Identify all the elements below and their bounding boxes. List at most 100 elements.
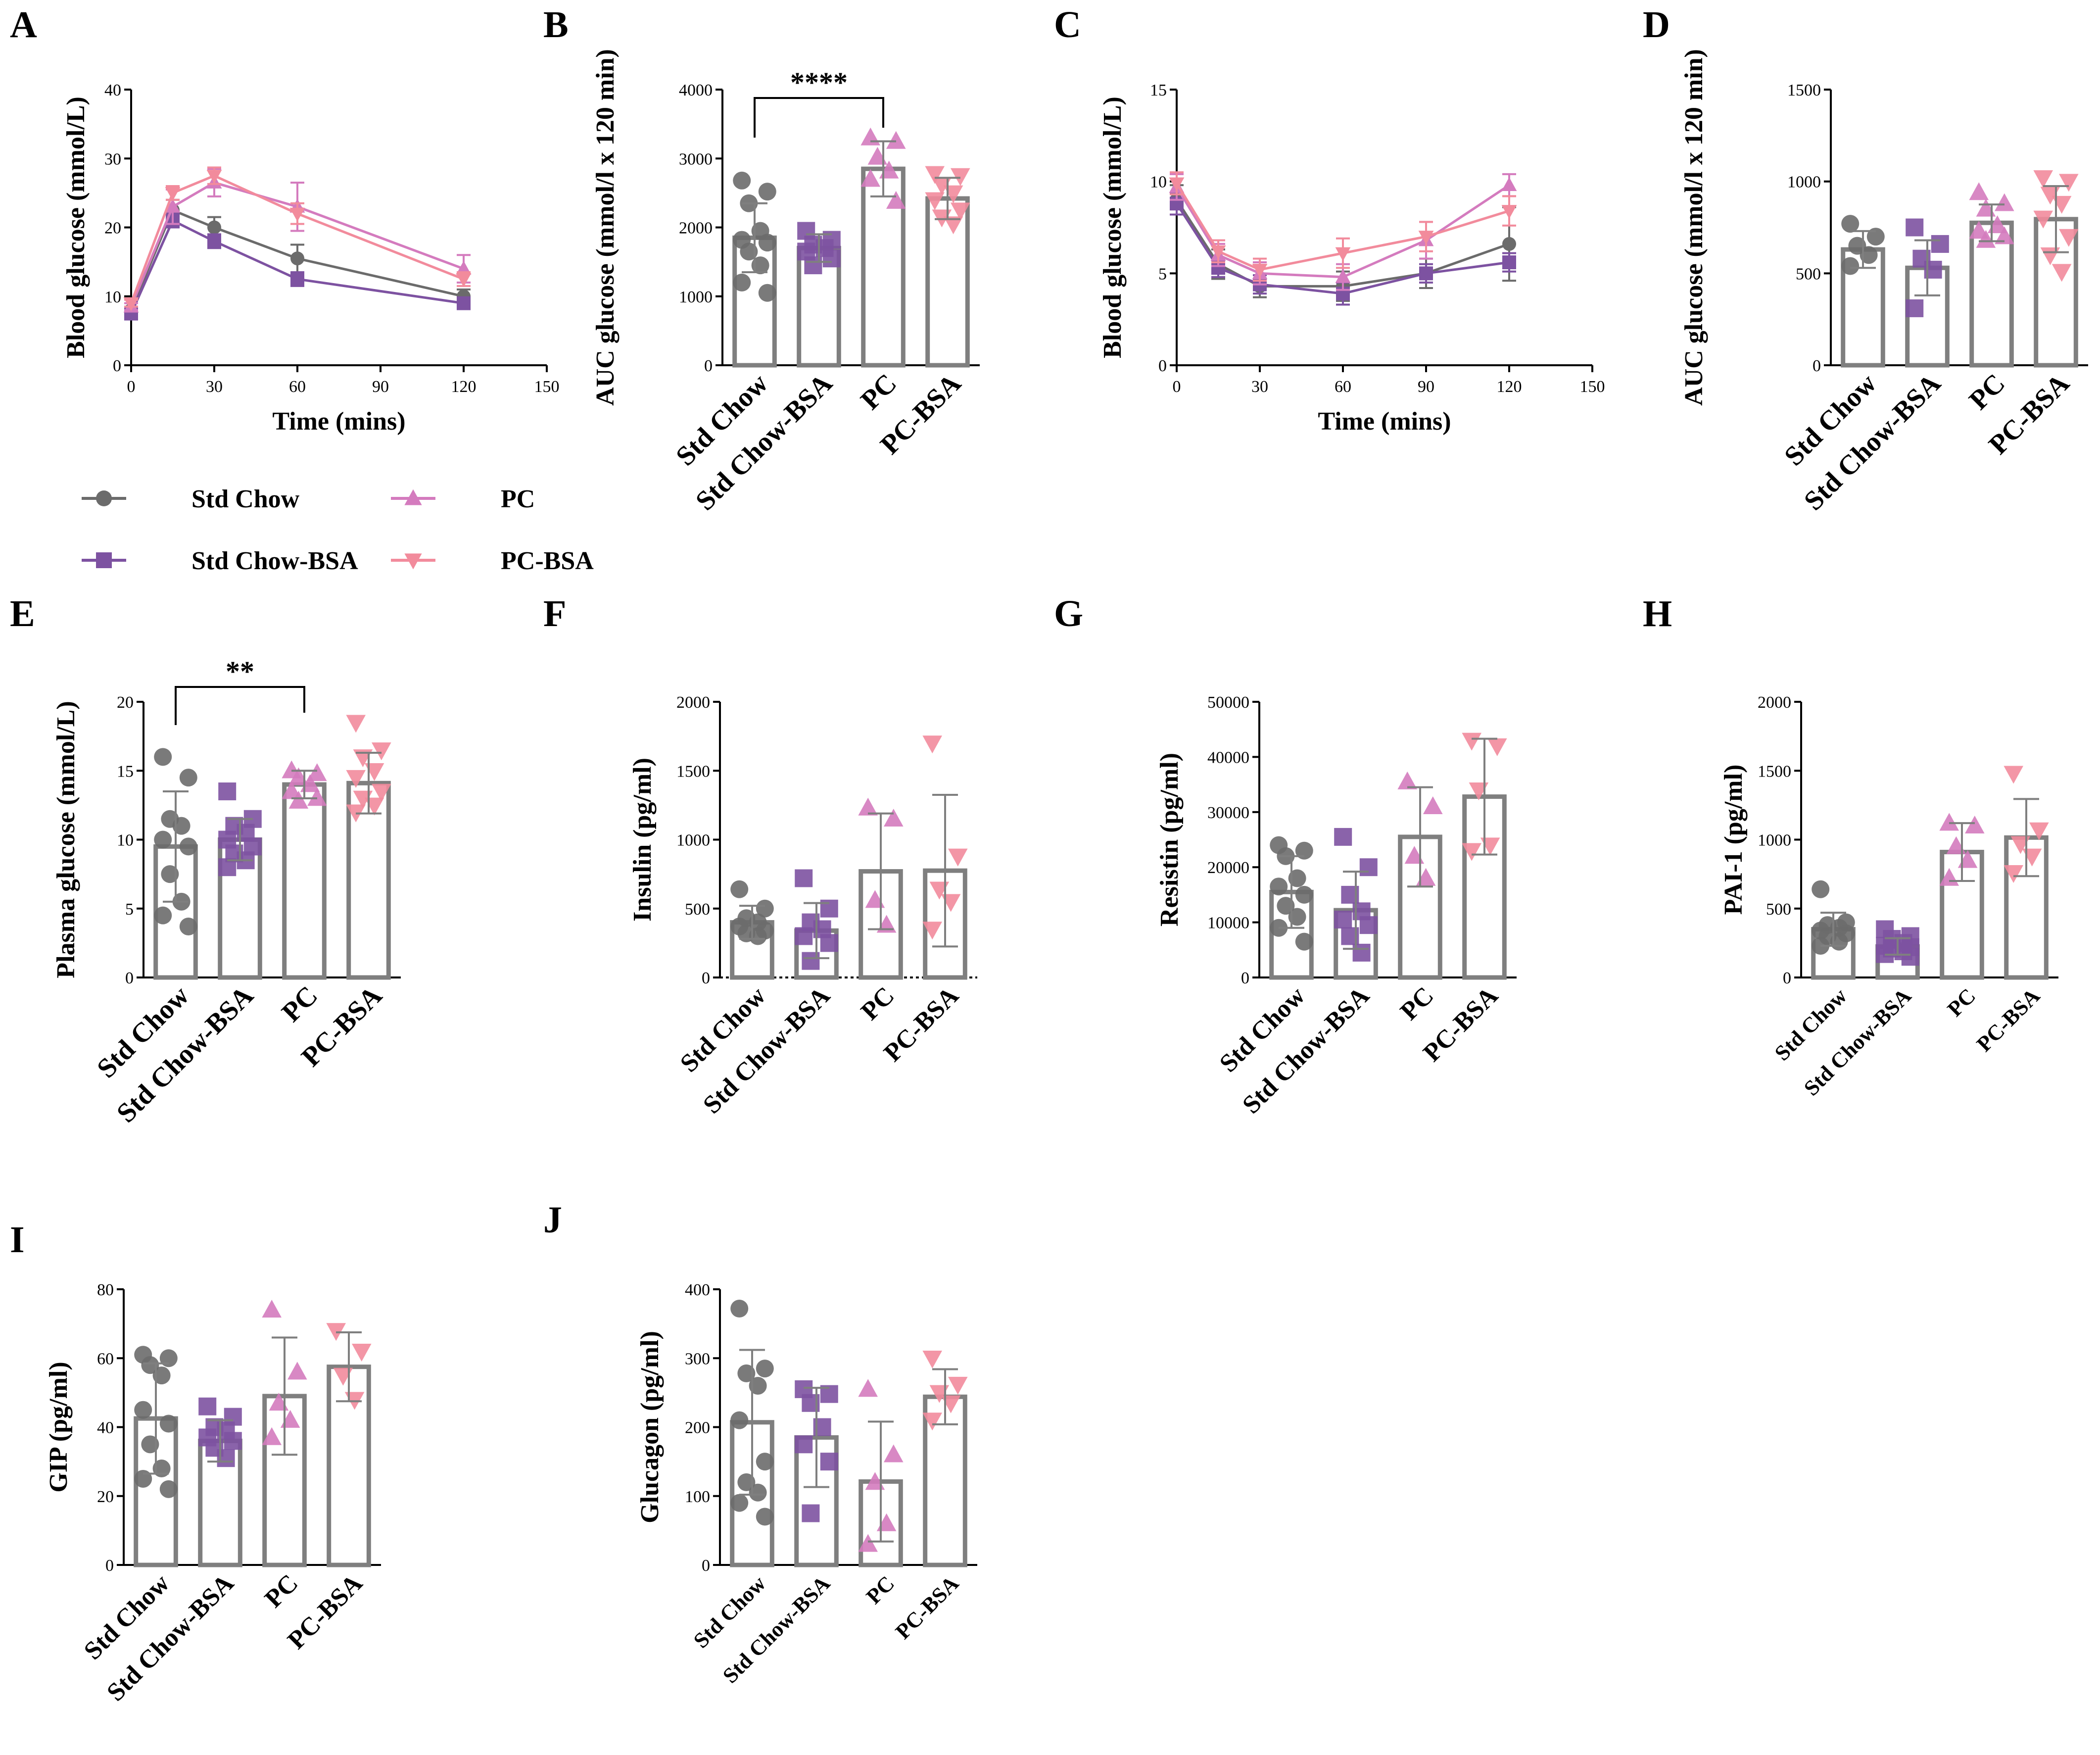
y-axis-label: Blood glucose (mmol/L) [62,97,90,358]
y-tick-label: 500 [1796,265,1821,283]
y-tick-label: 10 [117,831,134,850]
y-tick-label: 10 [104,288,121,306]
data-point [152,1366,171,1385]
data-point [1906,218,1924,237]
y-tick-label: 40 [104,81,121,99]
data-point [346,715,366,733]
y-tick-label: 1000 [1787,173,1821,192]
y-tick-label: 1000 [1758,831,1791,850]
data-point [159,1349,178,1367]
y-tick-label: 0 [1158,357,1167,375]
data-point [2004,766,2024,784]
y-tick-label: 200 [685,1419,710,1437]
series-line [1175,202,1510,295]
x-tick-label: 60 [1335,378,1351,396]
data-point [290,251,304,266]
data-point [206,170,222,184]
data-point [307,788,327,806]
panel-d: D 0 500 1000 1500 AUC glucose (mmol/l x 120 m… [1643,4,2088,517]
data-point [123,297,139,311]
data-point [172,817,191,835]
data-point [737,1364,756,1382]
data-point [2033,210,2053,229]
y-axis-label: Glucagon (pg/ml) [636,1331,664,1523]
bar [282,782,327,980]
data-point [795,927,813,945]
panel-b: B 0 1000 2000 3000 4000 AUC glucose (mmol/l x … [543,4,980,517]
data-point [1994,226,2014,244]
y-tick-label: 10000 [1207,914,1249,932]
panel-label: J [543,1199,562,1241]
data-point [282,781,302,799]
data-point [1487,738,1507,756]
x-axis-label: Time (mins) [272,407,405,436]
data-point [207,234,221,248]
data-point [1359,858,1378,877]
data-point [730,1494,749,1512]
panel-label: H [1643,593,1672,634]
y-axis-label: AUC glucose (mmol/l x 120 min) [591,49,620,406]
panel-a: A 0 10 20 30 40 Blood glucose (mmol/L) 0 30 60 90 1… [10,4,560,436]
data-point [1946,836,1966,854]
data-point [1841,215,1860,233]
data-point [333,1367,353,1386]
data-point [941,894,961,912]
y-axis-label: Resistin (pg/ml) [1155,753,1184,926]
y-axis-label: Blood glucose (mmol/L) [1098,97,1127,358]
data-point [1210,245,1226,259]
data-point [1270,878,1288,896]
category-label: PC [259,1569,303,1613]
data-point [2004,865,2024,883]
data-point [1295,932,1313,951]
legend-marker [404,553,422,570]
data-point [876,1513,897,1531]
y-tick-label: 0 [702,969,710,987]
significance-bracket [754,97,884,138]
category-label: PC [855,368,903,416]
data-point [922,1350,943,1368]
y-tick-label: 30 [104,150,121,168]
data-point [756,1508,774,1526]
panel-label: A [10,4,37,46]
data-point [1502,237,1516,251]
data-point [886,191,906,209]
data-point [1295,885,1313,904]
category-label: PC [1395,981,1439,1025]
data-point [820,934,838,952]
y-tick-label: 500 [1766,900,1791,919]
y-tick-label: 15 [1150,81,1167,99]
y-tick-label: 10 [1150,173,1167,192]
data-point [179,769,197,787]
y-tick-label: 300 [685,1350,710,1368]
x-tick-label: 30 [206,378,223,396]
data-point [1866,228,1885,246]
data-point [2058,174,2079,192]
data-point [287,1362,307,1380]
data-point [820,1453,838,1471]
data-point [730,880,749,898]
data-point [883,1444,904,1462]
data-point [165,187,181,201]
data-point [134,1401,152,1419]
y-tick-label: 4000 [679,81,713,99]
y-tick-label: 0 [704,357,713,375]
y-axis-label: Insulin (pg/ml) [628,758,657,922]
y-tick-label: 0 [105,1557,114,1575]
data-point [756,1360,774,1378]
legend: Std Chow PC Std Chow-BSA PC-BSA [82,485,594,575]
panel-label: F [543,593,566,634]
y-tick-label: 0 [1783,969,1791,987]
data-point [1931,235,1949,253]
data-point [751,256,769,275]
y-tick-label: 1500 [1787,81,1821,99]
data-point [2022,848,2042,867]
data-point [1939,813,1959,831]
legend-label: Std Chow-BSA [191,547,358,575]
x-tick-label: 120 [1497,378,1522,396]
data-point [307,763,327,781]
y-tick-label: 20 [117,693,134,712]
data-point [1252,264,1268,278]
data-point [2029,822,2049,840]
y-tick-label: 20 [104,219,121,238]
data-point [1334,828,1352,846]
